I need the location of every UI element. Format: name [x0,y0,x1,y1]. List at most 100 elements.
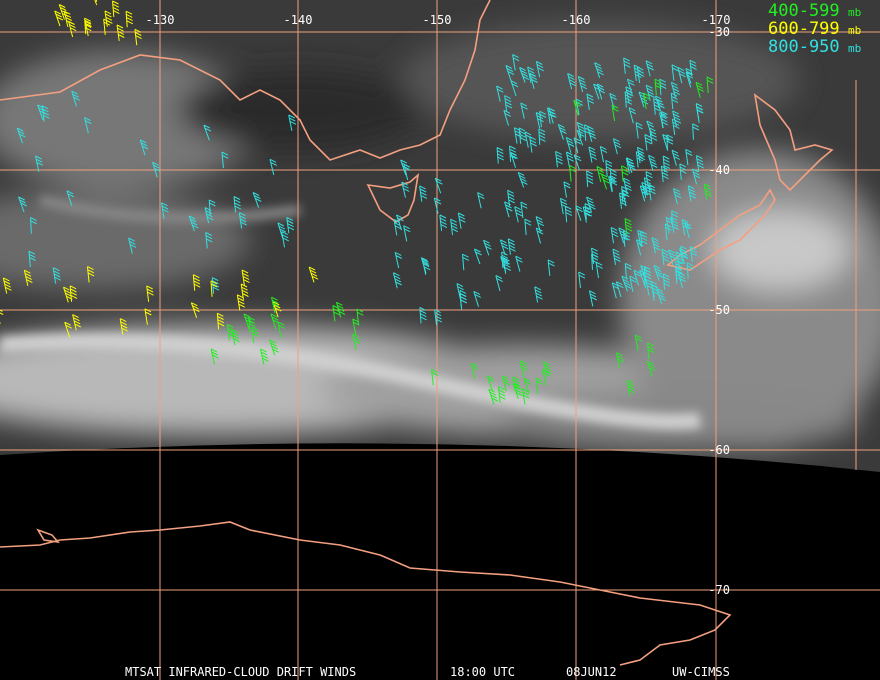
wind-barb [622,190,630,207]
wind-barb [152,161,161,178]
wind-barb [512,383,523,399]
wind-barb [37,104,46,121]
wind-barb [689,59,697,77]
wind-barb [392,272,402,289]
wind-barb [210,280,218,297]
wind-barb [270,313,280,330]
wind-barb [510,80,519,97]
wind-barb [68,21,77,38]
wind-barb [499,239,509,256]
wind-barb [52,267,61,284]
latitude-label: -60 [708,443,730,457]
wind-barb [624,262,632,280]
wind-barb [352,333,361,350]
wind-barb [393,219,402,236]
wind-barb [504,201,513,218]
wind-barb [260,348,269,365]
wind-barb [507,238,516,255]
wind-barb [238,212,247,229]
wind-barb [586,93,595,110]
wind-barb [233,196,242,213]
wind-barb [457,212,466,229]
wind-barb [635,122,643,139]
wind-barb [686,262,694,279]
wind-barb [672,110,682,127]
wind-barb [651,237,661,254]
wind-barb [502,257,512,274]
wind-barb [684,222,692,239]
wind-barb [509,145,517,162]
wind-barb [216,312,225,330]
wind-barb [624,218,633,235]
wind-barb [271,296,280,313]
wind-barb [144,308,152,325]
wind-barb [281,231,290,248]
wind-barb [507,189,515,207]
wind-barbs [0,0,714,405]
wind-barb [524,218,532,236]
wind-barb [677,67,686,84]
wind-barb [71,90,80,107]
wind-barb [639,185,649,202]
wind-barb [146,285,154,302]
wind-barb [685,71,694,88]
wind-barb [565,136,575,153]
australia-coast [0,0,491,161]
wind-barb [63,286,73,303]
wind-barb [519,67,530,83]
wind-barb [573,137,582,154]
wind-barb [204,207,214,224]
longitude-label: -140 [284,13,313,27]
wind-barb [648,184,656,201]
wind-barb [434,177,443,194]
footer: MTSAT INFRARED-CLOUD DRIFT WINDS 18:00 U… [125,665,730,679]
wind-barb [419,306,427,324]
wind-barb [573,154,582,171]
wind-barb [618,227,629,244]
wind-barb [671,64,679,81]
wind-barb [615,281,624,298]
wind-barb [210,348,219,365]
wind-barb [584,203,593,220]
wind-barb [128,237,137,254]
wind-barb [35,155,44,172]
wind-barb [430,368,439,386]
wind-barb [647,342,655,360]
wind-barb [542,361,553,378]
wind-barb [645,278,654,296]
wind-barb [610,226,619,244]
wind-barb [125,10,134,28]
wind-barb [695,103,704,120]
wind-barb [64,321,72,338]
wind-barb [119,318,128,335]
wind-barb [643,265,652,283]
wind-barb [557,123,567,140]
legend-range: 800-950 [768,37,840,57]
wind-barb [670,81,681,98]
wind-barb [565,151,574,168]
wind-barb [629,275,637,292]
wind-barb [503,109,512,126]
legend-unit: mb [848,6,861,19]
wind-barb [621,275,632,292]
wind-barb [576,129,585,146]
wind-barb [477,192,485,209]
wind-barb [637,229,645,247]
wind-barb [473,290,482,307]
legend: 400-599 mb 600-799 mb 800-950 mb [768,1,861,57]
wind-barb [251,326,259,344]
wind-barb [470,362,479,379]
wind-barb [692,123,700,140]
cloud-streaks [0,195,702,430]
wind-barb [84,17,92,35]
wind-barb [497,386,506,403]
wind-barb [277,321,285,338]
wind-barb [621,165,629,182]
wind-barb [645,60,654,77]
wind-barb [662,273,671,290]
wind-barb [642,92,651,109]
latitude-label: -70 [708,583,730,597]
wind-barb [586,196,596,213]
wind-barb [575,205,583,221]
